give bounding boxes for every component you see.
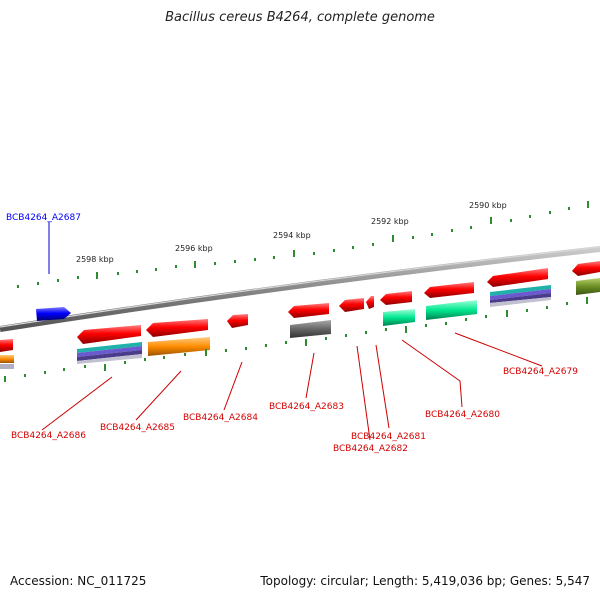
label-leader-lines <box>41 222 543 441</box>
gene-a2679-shape[interactable] <box>424 282 474 298</box>
scale-label-2590: 2590 kbp <box>469 201 507 210</box>
gene-label-a2685[interactable]: BCB4264_A2685 <box>100 423 175 433</box>
gene-label-a2687[interactable]: BCB4264_A2687 <box>6 213 81 223</box>
feature-tracks <box>0 278 600 369</box>
gene-forward-blue[interactable] <box>36 307 71 321</box>
gene-label-a2680[interactable]: BCB4264_A2680 <box>425 410 500 420</box>
accession-text: Accession: NC_011725 <box>10 574 147 588</box>
gene-label-a2683[interactable]: BCB4264_A2683 <box>269 402 344 412</box>
gene-a2682-shape[interactable] <box>339 298 364 312</box>
gene-a2683-shape[interactable] <box>288 303 329 318</box>
gene-label-a2679[interactable]: BCB4264_A2679 <box>503 367 578 377</box>
page-title: Bacillus cereus B4264, complete genome <box>165 10 435 25</box>
gene-label-a2682[interactable]: BCB4264_A2682 <box>333 444 408 454</box>
gene-left-edge[interactable] <box>0 339 13 352</box>
gene-label-a2686[interactable]: BCB4264_A2686 <box>11 431 86 441</box>
inner-tick-ring <box>4 297 588 382</box>
scale-label-2592: 2592 kbp <box>371 217 409 226</box>
gene-label-a2681[interactable]: BCB4264_A2681 <box>351 432 426 442</box>
gene-right-1[interactable] <box>487 268 548 287</box>
gene-a2681-shape[interactable] <box>366 296 374 309</box>
gene-a2686-shape[interactable] <box>77 325 141 344</box>
genome-backbone <box>0 246 600 332</box>
gene-a2680-shape[interactable] <box>380 291 412 305</box>
reverse-strand-genes <box>0 261 600 352</box>
gene-right-2[interactable] <box>572 261 600 276</box>
genome-summary-text: Topology: circular; Length: 5,419,036 bp… <box>260 574 590 588</box>
gene-a2685-shape[interactable] <box>146 319 208 337</box>
scale-label-2596: 2596 kbp <box>175 244 213 253</box>
gene-a2684-shape[interactable] <box>227 314 248 328</box>
outer-tick-ring <box>17 201 589 288</box>
gene-label-a2684[interactable]: BCB4264_A2684 <box>183 413 258 423</box>
scale-label-2598: 2598 kbp <box>76 255 114 264</box>
scale-label-2594: 2594 kbp <box>273 231 311 240</box>
